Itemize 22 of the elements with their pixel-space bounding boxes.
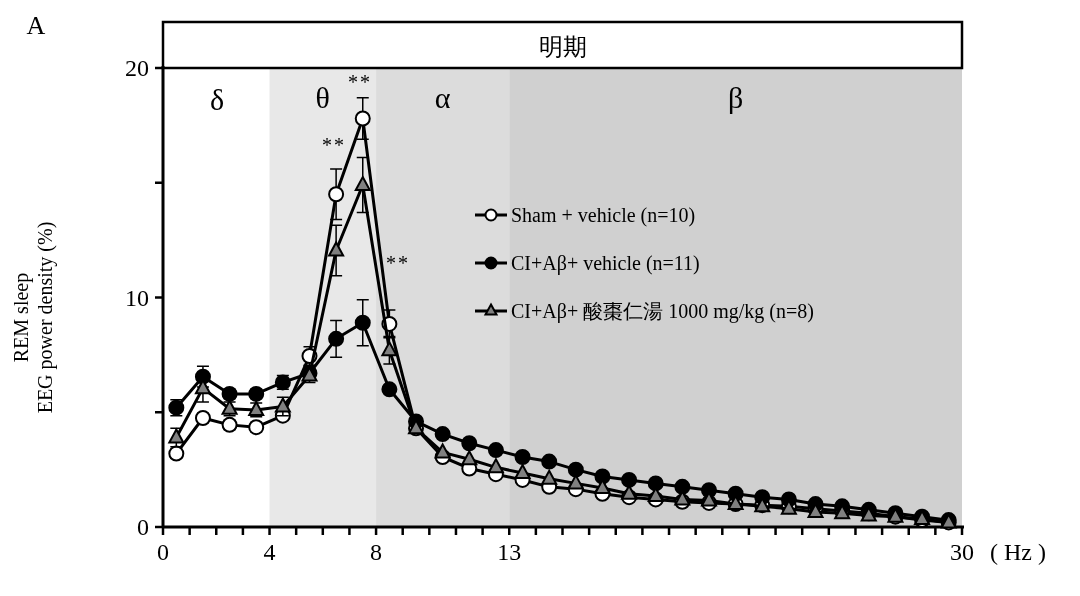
y-tick-label: 20 [125,55,149,81]
legend-label: CI+Aβ+ 酸棗仁湯 1000 mg/kg (n=8) [511,300,814,323]
band-label: α [434,81,451,114]
x-axis-title: ( Hz ) [990,539,1046,565]
annotation: δ [209,83,225,116]
y-tick-label: 0 [137,514,149,540]
legend-label: CI+Aβ+ vehicle (n=11) [511,252,700,275]
y-axis-title: REM sleep EEG power density (%) [10,221,57,414]
x-tick-label: 8 [370,539,383,565]
chart-title: 明期 [538,33,587,61]
text: A [26,11,46,40]
x-tick-label: 4 [263,539,276,565]
x-tick-label: 30 [950,539,974,565]
band-label: θ [315,81,330,114]
x-tick-label: 13 [497,539,522,565]
band-label: β [727,81,744,114]
legend-label: Sham + vehicle (n=10) [511,204,696,227]
annotation: ** [386,252,410,274]
x-tick-label: 0 [157,539,169,565]
annotation: ** [322,134,346,156]
y-tick-label: 10 [125,284,149,311]
annotation: ** [348,71,372,93]
